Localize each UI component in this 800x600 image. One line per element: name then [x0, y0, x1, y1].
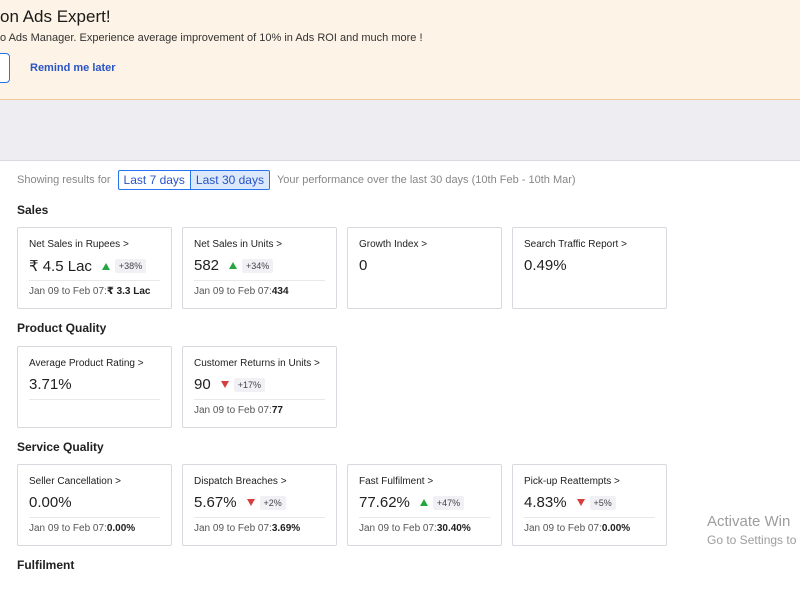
card-label[interactable]: Customer Returns in Units > — [194, 358, 320, 369]
card-label[interactable]: Growth Index > — [359, 239, 428, 250]
card-growth-index[interactable]: Growth Index > 0 — [347, 227, 502, 309]
banner-description: o Ads Manager. Experience average improv… — [0, 32, 423, 44]
watermark-line-2: Go to Settings to — [707, 533, 797, 547]
card-value: ₹ 4.5 Lac — [29, 258, 92, 275]
card-comparison: Jan 09 to Feb 07:434 — [194, 286, 289, 297]
card-comparison: Jan 09 to Feb 07:₹ 3.3 Lac — [29, 286, 151, 297]
card-comparison: Jan 09 to Feb 07:30.40% — [359, 523, 471, 534]
card-label[interactable]: Net Sales in Units > — [194, 239, 283, 250]
card-fast-fulfilment[interactable]: Fast Fulfilment > 77.62% +47% Jan 09 to … — [347, 464, 502, 546]
card-pickup-reattempts[interactable]: Pick-up Reattempts > 4.83% +5% Jan 09 to… — [512, 464, 667, 546]
card-value: 0 — [359, 257, 368, 274]
trend-up-icon — [419, 499, 428, 506]
last-7-days-button[interactable]: Last 7 days — [117, 170, 191, 190]
card-divider — [194, 517, 325, 518]
banner-primary-button[interactable] — [0, 53, 10, 83]
card-value: 582 — [194, 257, 220, 274]
card-seller-cancellation[interactable]: Seller Cancellation > 0.00% Jan 09 to Fe… — [17, 464, 172, 546]
card-divider — [29, 399, 160, 400]
card-comparison: Jan 09 to Feb 07:3.69% — [194, 523, 301, 534]
card-customer-returns[interactable]: Customer Returns in Units > 90 +17% Jan … — [182, 346, 337, 428]
card-label[interactable]: Search Traffic Report > — [524, 239, 627, 250]
card-divider — [29, 517, 160, 518]
card-value: 4.83% — [524, 494, 567, 511]
section-title-fulfilment: Fulfilment — [17, 558, 75, 572]
card-value: 0.49% — [524, 257, 567, 274]
trend-down-icon — [576, 499, 585, 506]
promo-banner: on Ads Expert! o Ads Manager. Experience… — [0, 0, 800, 100]
card-label[interactable]: Dispatch Breaches > — [194, 476, 287, 487]
card-dispatch-breaches[interactable]: Dispatch Breaches > 5.67% +2% Jan 09 to … — [182, 464, 337, 546]
card-label[interactable]: Seller Cancellation > — [29, 476, 121, 487]
change-badge: +2% — [259, 495, 286, 510]
section-title-product-quality: Product Quality — [17, 321, 107, 335]
change-badge: +38% — [114, 259, 147, 273]
remind-me-later-link[interactable]: Remind me later — [30, 62, 116, 74]
card-value: 5.67% — [194, 494, 237, 511]
section-title-service-quality: Service Quality — [17, 440, 104, 454]
card-value: 0.00% — [29, 494, 72, 511]
card-net-sales-units[interactable]: Net Sales in Units > 582 +34% Jan 09 to … — [182, 227, 337, 309]
header-band — [0, 100, 800, 161]
card-divider — [359, 517, 490, 518]
change-badge: +34% — [242, 258, 274, 273]
results-prefix: Showing results for — [17, 174, 111, 186]
card-divider — [194, 399, 325, 400]
card-value: 90 — [194, 376, 211, 393]
card-value: 3.71% — [29, 376, 72, 393]
banner-title: on Ads Expert! — [0, 7, 111, 26]
card-label[interactable]: Fast Fulfilment > — [359, 476, 434, 487]
card-value: 77.62% — [359, 494, 410, 511]
card-comparison: Jan 09 to Feb 07:0.00% — [29, 523, 136, 534]
trend-up-icon — [229, 262, 238, 269]
card-search-traffic[interactable]: Search Traffic Report > 0.49% — [512, 227, 667, 309]
card-comparison: Jan 09 to Feb 07:77 — [194, 405, 283, 416]
card-average-product-rating[interactable]: Average Product Rating > 3.71% — [17, 346, 172, 428]
card-divider — [29, 280, 160, 281]
results-filter-row: Showing results for Last 7 days Last 30 … — [17, 170, 576, 190]
section-title-sales: Sales — [17, 203, 49, 217]
card-divider — [194, 280, 325, 281]
trend-down-icon — [246, 499, 255, 506]
watermark-line-1: Activate Win — [707, 513, 791, 530]
change-badge: +5% — [589, 495, 616, 510]
card-label[interactable]: Average Product Rating > — [29, 358, 144, 369]
date-range-toggle: Last 7 days Last 30 days — [117, 170, 270, 190]
card-net-sales-rupees[interactable]: Net Sales in Rupees > ₹ 4.5 Lac +38% Jan… — [17, 227, 172, 309]
last-30-days-button[interactable]: Last 30 days — [190, 170, 270, 190]
trend-up-icon — [101, 262, 110, 270]
card-label[interactable]: Net Sales in Rupees > — [29, 239, 129, 250]
card-comparison: Jan 09 to Feb 07:0.00% — [524, 523, 631, 534]
results-note: Your performance over the last 30 days (… — [276, 174, 576, 186]
change-badge: +17% — [233, 377, 265, 392]
card-label[interactable]: Pick-up Reattempts > — [524, 476, 620, 487]
card-divider — [524, 517, 655, 518]
trend-down-icon — [220, 381, 229, 388]
change-badge: +47% — [432, 495, 465, 510]
activation-watermark: Activate Win Go to Settings to — [707, 513, 796, 547]
